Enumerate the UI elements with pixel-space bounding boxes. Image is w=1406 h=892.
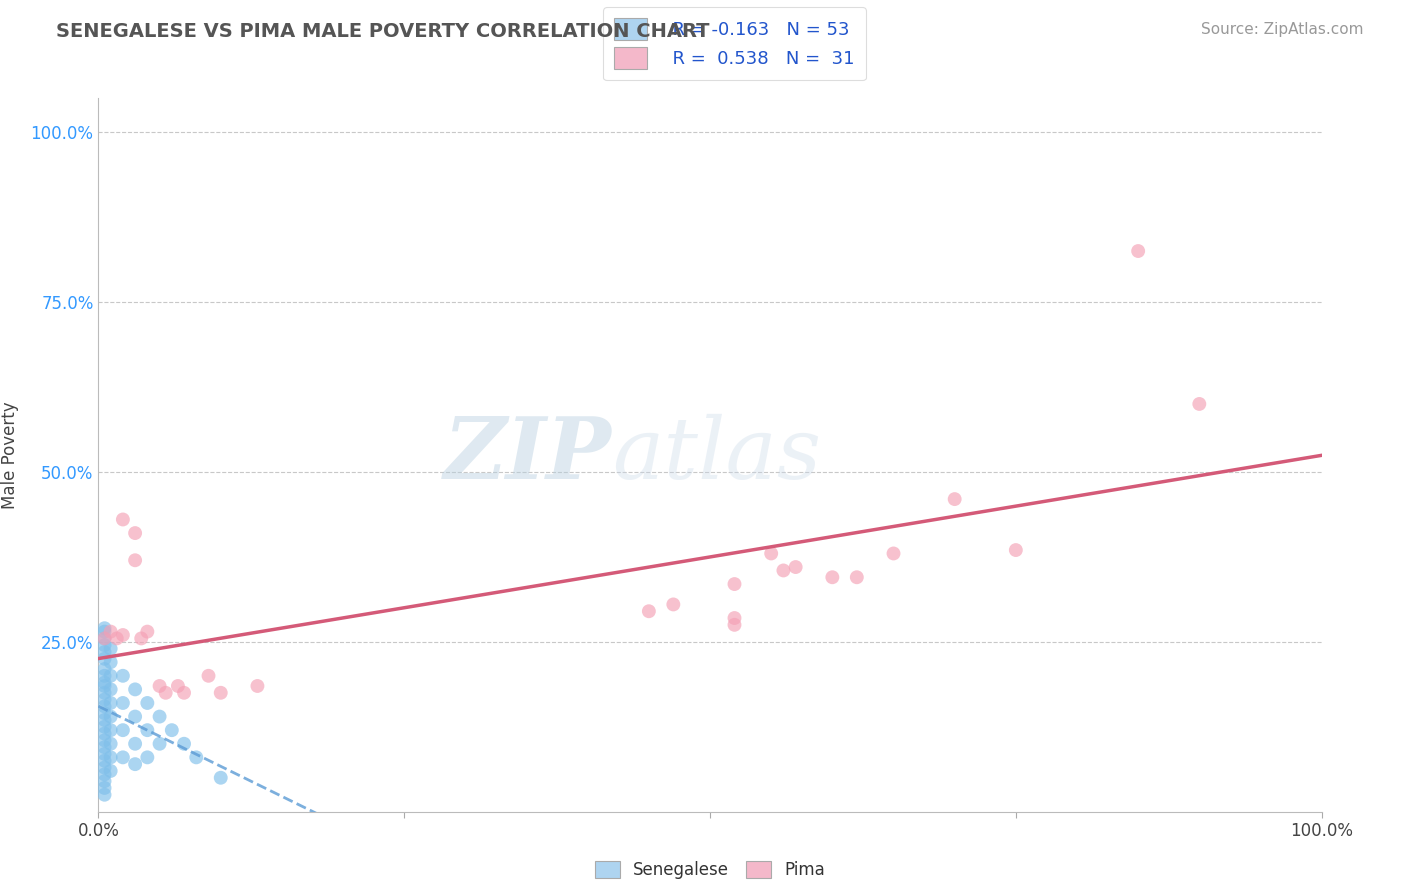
Point <box>173 686 195 700</box>
Point <box>772 564 794 578</box>
Point <box>93 638 115 652</box>
Point <box>943 492 966 507</box>
Point <box>186 750 208 764</box>
Legend: Senegalese, Pima: Senegalese, Pima <box>588 854 832 886</box>
Point <box>111 512 134 526</box>
Point <box>93 788 115 802</box>
Point <box>93 632 115 646</box>
Point <box>93 720 115 734</box>
Point <box>129 632 152 646</box>
Point <box>93 780 115 795</box>
Point <box>93 624 115 639</box>
Point <box>845 570 868 584</box>
Point <box>124 682 146 697</box>
Point <box>111 628 134 642</box>
Point <box>723 577 745 591</box>
Point <box>246 679 269 693</box>
Text: ZIP: ZIP <box>444 413 612 497</box>
Point <box>100 737 122 751</box>
Point <box>93 726 115 740</box>
Text: SENEGALESE VS PIMA MALE POVERTY CORRELATION CHART: SENEGALESE VS PIMA MALE POVERTY CORRELAT… <box>56 22 710 41</box>
Point <box>93 645 115 659</box>
Point <box>100 750 122 764</box>
Point <box>93 662 115 676</box>
Point <box>785 560 807 574</box>
Point <box>167 679 190 693</box>
Point <box>124 526 146 541</box>
Point <box>111 723 134 738</box>
Point <box>93 686 115 700</box>
Point <box>124 757 146 772</box>
Point <box>723 611 745 625</box>
Point <box>100 669 122 683</box>
Point <box>93 747 115 761</box>
Point <box>155 686 177 700</box>
Point <box>173 737 195 751</box>
Point <box>124 553 146 567</box>
Point <box>149 679 172 693</box>
Point <box>93 740 115 755</box>
Text: Source: ZipAtlas.com: Source: ZipAtlas.com <box>1201 22 1364 37</box>
Point <box>883 546 905 560</box>
Point <box>136 750 159 764</box>
Point <box>93 669 115 683</box>
Point <box>93 632 115 646</box>
Point <box>124 737 146 751</box>
Point <box>124 709 146 723</box>
Point <box>100 696 122 710</box>
Point <box>93 621 115 635</box>
Point <box>638 604 661 618</box>
Text: atlas: atlas <box>612 414 821 496</box>
Y-axis label: Male Poverty: Male Poverty <box>1 401 20 508</box>
Point <box>100 624 122 639</box>
Point <box>111 750 134 764</box>
Point <box>93 679 115 693</box>
Point <box>100 655 122 669</box>
Point <box>93 706 115 721</box>
Point <box>93 760 115 774</box>
Point <box>93 652 115 666</box>
Point <box>100 764 122 778</box>
Point <box>93 767 115 781</box>
Point <box>100 723 122 738</box>
Point <box>160 723 183 738</box>
Point <box>111 696 134 710</box>
Point <box>93 675 115 690</box>
Point <box>93 713 115 727</box>
Point <box>197 669 219 683</box>
Point <box>100 682 122 697</box>
Point <box>136 624 159 639</box>
Point <box>209 771 232 785</box>
Point <box>105 632 128 646</box>
Point <box>149 737 172 751</box>
Point <box>209 686 232 700</box>
Point <box>93 692 115 706</box>
Point <box>149 709 172 723</box>
Point <box>761 546 783 560</box>
Point <box>93 754 115 768</box>
Point <box>1004 543 1026 558</box>
Point <box>93 733 115 747</box>
Point <box>111 669 134 683</box>
Point <box>821 570 844 584</box>
Point <box>93 699 115 714</box>
Point <box>100 641 122 656</box>
Point <box>1128 244 1150 258</box>
Point <box>136 723 159 738</box>
Point <box>1188 397 1211 411</box>
Point <box>93 774 115 789</box>
Point <box>662 598 685 612</box>
Point <box>136 696 159 710</box>
Point <box>723 617 745 632</box>
Point <box>100 709 122 723</box>
